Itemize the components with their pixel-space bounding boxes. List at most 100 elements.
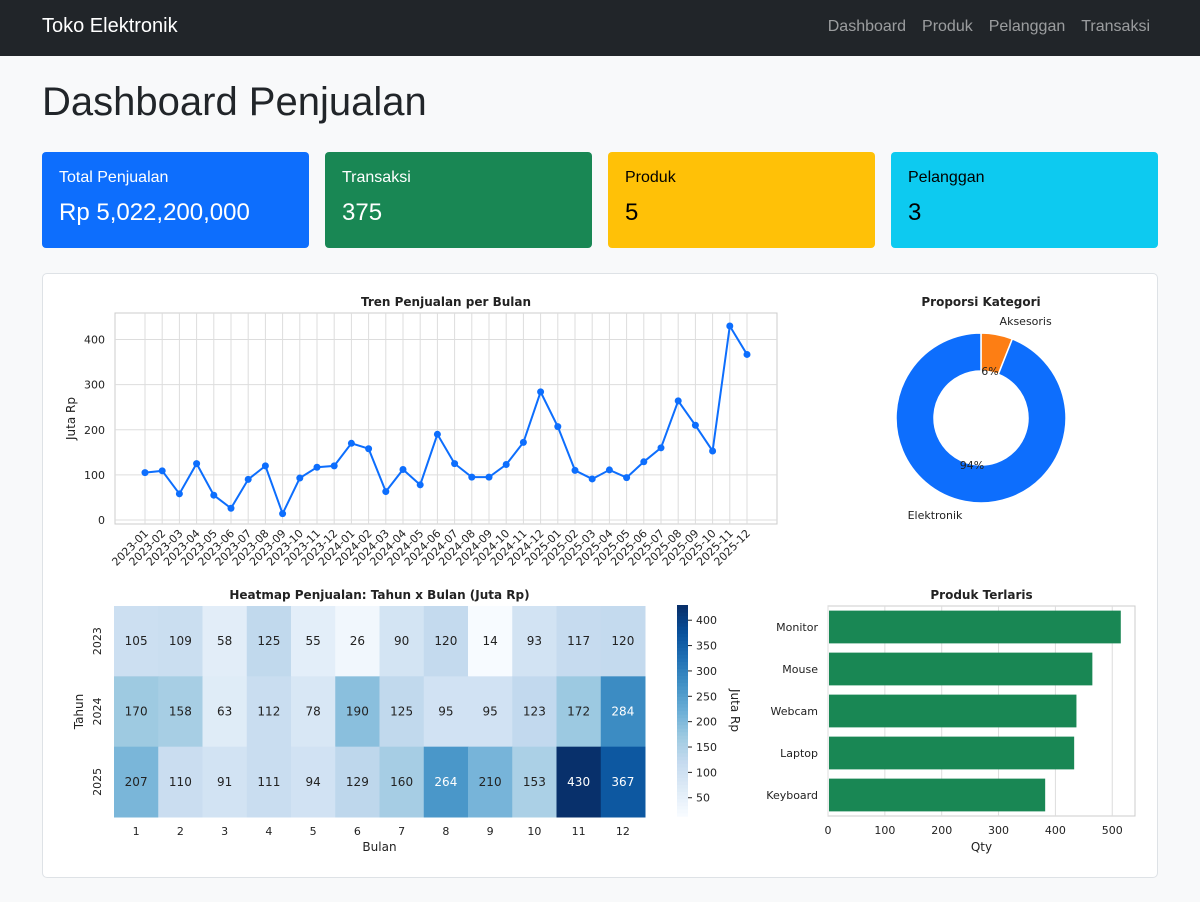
heatmap-x-tick-label: 1 [133,825,140,838]
line-point [502,461,510,469]
bar-x-tick-label: 300 [988,824,1009,837]
heatmap-cell-label: 367 [611,775,634,789]
colorbar-segment [677,749,688,754]
heatmap-cell [202,746,248,818]
line-point [347,439,355,447]
heatmap-cell [158,606,203,677]
colorbar-segment [677,791,688,796]
colorbar-segment [677,731,688,736]
heatmap-cell [202,676,248,748]
colorbar-segment [677,685,688,690]
colorbar-segment [677,643,688,648]
colorbar-segment [677,770,688,775]
bar-category-label: Monitor [776,621,818,634]
bar-x-tick-label: 100 [874,824,895,837]
bar-x-tick-label: 200 [931,824,952,837]
heatmap-title: Heatmap Penjualan: Tahun x Bulan (Juta R… [229,588,529,602]
line-y-tick-label: 300 [84,379,105,392]
colorbar-segment [677,671,688,676]
donut-title: Proporsi Kategori [921,295,1040,309]
line-point [365,445,373,453]
card-label: Total Penjualan [59,169,169,186]
colorbar-segment [677,626,688,631]
nav-link-dashboard[interactable]: Dashboard [827,18,907,35]
card-value: 375 [342,199,383,226]
heatmap-cell-label: 264 [434,775,457,789]
line-point [261,462,269,470]
line-point [605,466,613,474]
heatmap-cell-label: 123 [523,705,546,719]
colorbar-segment [677,706,688,712]
colorbar-segment [677,735,688,740]
heatmap-cell-label: 125 [257,634,280,648]
colorbar-segment [677,728,688,733]
colorbar-segment [677,805,688,810]
line-point [330,462,338,470]
colorbar-segment [677,640,688,645]
line-y-tick-label: 400 [84,334,105,347]
navbar-brand[interactable]: Toko Elektronik [42,15,178,37]
line-point [175,490,183,498]
heatmap-cell [468,676,513,748]
line-point [726,322,734,330]
colorbar-tick-label: 350 [696,640,717,653]
colorbar-segment [677,605,688,610]
page-title: Dashboard Penjualan [42,80,427,124]
heatmap-cell [512,746,557,818]
line-y-tick-label: 200 [84,424,105,437]
heatmap-cell-label: 95 [438,705,453,719]
colorbar-segment [677,780,688,785]
heatmap-cell-label: 95 [482,705,497,719]
heatmap-cell [379,676,425,748]
line-point [485,473,493,481]
heatmap-cell-label: 153 [523,775,546,789]
heatmap-cell [468,746,513,818]
heatmap-x-tick-label: 8 [442,825,449,838]
heatmap-cell-label: 63 [217,705,232,719]
nav-link-transaksi[interactable]: Transaksi [1081,18,1150,35]
heatmap-y-tick-label: 2023 [91,627,104,655]
line-point [313,463,321,471]
colorbar-segment [677,724,688,729]
bar [829,610,1121,644]
line-point [244,475,252,483]
colorbar-segment [677,756,688,761]
line-point [382,488,390,496]
heatmap-cell-label: 91 [217,775,232,789]
heatmap-cell [114,606,159,677]
colorbar-segment [677,717,688,722]
colorbar-tick-label: 150 [696,741,717,754]
bar [829,778,1046,812]
heatmap-cell-label: 120 [434,634,457,648]
donut-slice [895,332,1067,504]
bar-x-tick-label: 400 [1045,824,1066,837]
colorbar-segment [677,721,688,726]
colorbar-segment [677,784,688,789]
line-point [537,388,545,396]
nav-link-pelanggan[interactable]: Pelanggan [988,18,1066,35]
heatmap-cell-label: 430 [567,775,590,789]
heatmap-cell [512,676,557,748]
colorbar-segment [677,766,688,771]
line-point [743,350,751,358]
heatmap-cell-label: 109 [169,634,192,648]
colorbar-segment [677,710,688,715]
line-point [158,467,166,475]
heatmap-cell [556,676,602,748]
heatmap-cell [556,746,602,818]
line-y-label: Juta Rp [64,397,78,441]
heatmap-cell [291,746,336,818]
line-point [433,430,441,438]
line-point [399,465,407,473]
heatmap-cell-label: 172 [567,705,590,719]
nav-link-produk[interactable]: Produk [922,18,973,35]
donut-label: Aksesoris [1000,315,1052,328]
colorbar-segment [677,657,688,662]
colorbar-segment [677,682,688,687]
colorbar-segment [677,692,688,698]
bar [829,736,1075,770]
colorbar-tick-label: 50 [696,792,710,805]
colorbar-segment [677,745,688,750]
colorbar-tick-label: 100 [696,766,717,779]
colorbar-segment [677,622,688,627]
